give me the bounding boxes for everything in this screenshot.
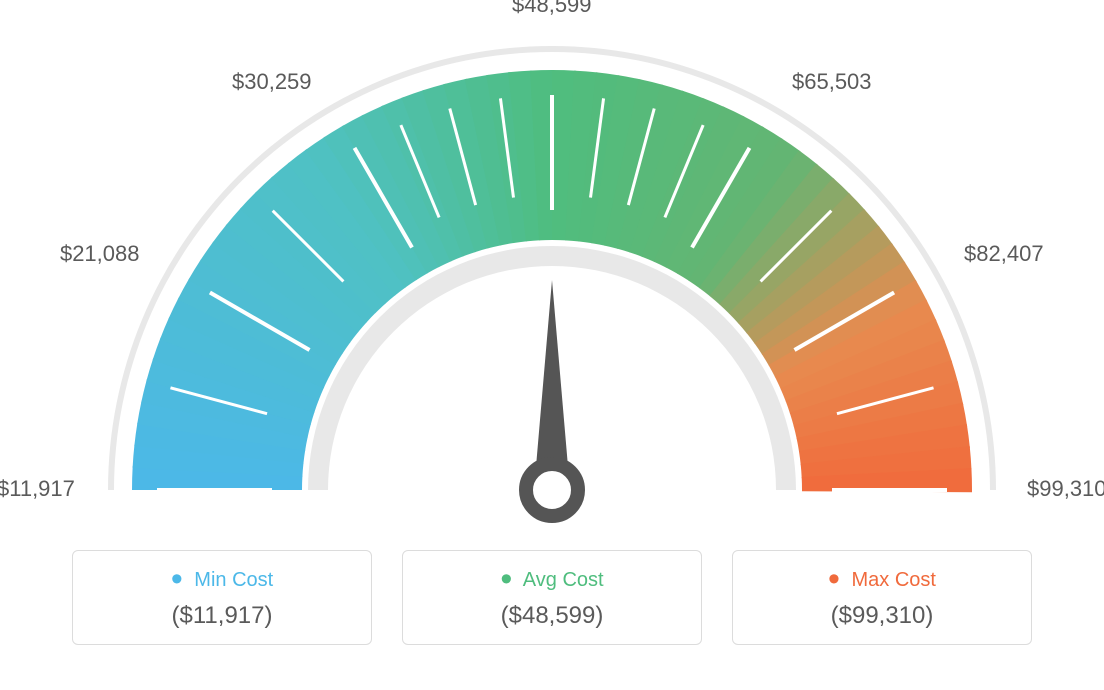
gauge-tick-label: $11,917	[0, 476, 75, 502]
legend-avg-title: • Avg Cost	[413, 569, 691, 592]
gauge-tick-label: $82,407	[964, 241, 1044, 267]
gauge-chart: $11,917 $21,088 $30,259 $48,599 $65,503 $82,4…	[0, 0, 1104, 530]
legend-avg-value: ($48,599)	[413, 602, 691, 630]
legend-max-value: ($99,310)	[743, 602, 1021, 630]
legend-min-box: • Min Cost ($11,917)	[72, 550, 372, 645]
legend-min-value: ($11,917)	[83, 602, 361, 630]
legend-min-title: • Min Cost	[83, 569, 361, 592]
gauge-tick-label: $21,088	[60, 241, 140, 267]
gauge-tick-label: $48,599	[512, 0, 592, 18]
legend-avg-label: Avg Cost	[523, 569, 604, 591]
gauge-tick-label: $65,503	[792, 69, 872, 95]
legend-max-label: Max Cost	[852, 569, 936, 591]
legend-row: • Min Cost ($11,917) • Avg Cost ($48,599…	[0, 550, 1104, 645]
dot-icon: •	[828, 560, 840, 598]
dot-icon: •	[171, 560, 183, 598]
legend-min-label: Min Cost	[194, 569, 273, 591]
legend-max-title: • Max Cost	[743, 569, 1021, 592]
gauge-tick-label: $30,259	[232, 69, 312, 95]
gauge-svg	[0, 0, 1104, 530]
gauge-tick-label: $99,310	[1027, 476, 1104, 502]
dot-icon: •	[500, 560, 512, 598]
legend-avg-box: • Avg Cost ($48,599)	[402, 550, 702, 645]
legend-max-box: • Max Cost ($99,310)	[732, 550, 1032, 645]
